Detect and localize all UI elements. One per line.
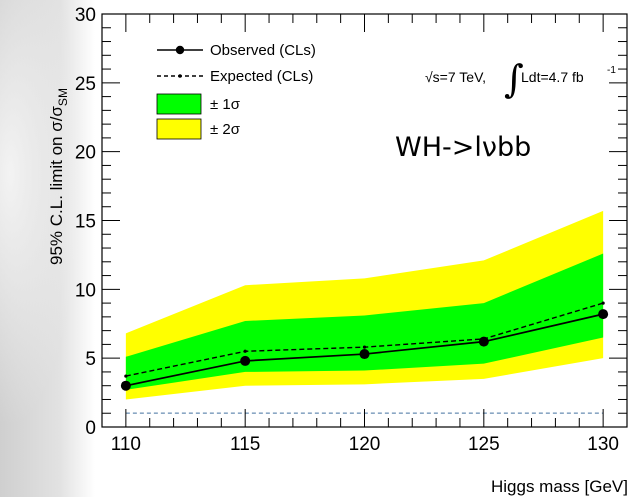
legend-expected-label: Expected (CLs)	[210, 68, 313, 85]
expected-point	[601, 301, 605, 305]
legend-1sigma-label: ± 1σ	[210, 96, 241, 113]
y-axis-title-group: 95% C.L. limit on σ/σSM	[47, 88, 70, 265]
y-tick-label: 20	[75, 143, 96, 164]
legend-2sigma-swatch	[156, 118, 202, 140]
y-tick-label: 15	[75, 212, 96, 233]
x-tick-label: 110	[111, 434, 141, 455]
expected-point	[124, 374, 128, 378]
expected-point	[243, 349, 247, 353]
y-axis-title: 95% C.L. limit on σ/σSM	[47, 88, 70, 265]
energy-label: √s=7 TeV,	[425, 69, 486, 85]
observed-point	[359, 349, 370, 360]
legend-2sigma-label: ± 2σ	[210, 121, 241, 138]
energy-lumi-annotation: √s=7 TeV, ∫ Ldt=4.7 fb -1	[425, 57, 616, 101]
x-tick-label: 120	[349, 434, 381, 455]
legend-1sigma-swatch	[156, 93, 202, 115]
x-tick-label: 130	[587, 434, 619, 455]
x-axis-title: Higgs mass [GeV]	[491, 477, 628, 496]
lumi-label: Ldt=4.7 fb	[521, 69, 584, 85]
integral-sign: ∫	[504, 57, 524, 101]
observed-point	[240, 355, 251, 366]
y-tick-label: 30	[75, 5, 96, 26]
y-tick-label: 10	[75, 280, 96, 301]
y-tick-label: 0	[85, 418, 96, 439]
expected-point	[362, 345, 367, 349]
lumi-exponent: -1	[607, 65, 616, 76]
x-tick-label: 125	[468, 434, 500, 455]
x-tick-label: 115	[230, 434, 260, 455]
y-tick-label: 25	[75, 74, 96, 95]
channel-annotation: WH->lνbb	[395, 132, 531, 163]
observed-point	[598, 309, 609, 320]
legend-observed-marker	[175, 45, 185, 55]
y-axis-title-sub: SM	[56, 88, 70, 106]
y-axis-title-main: 95% C.L. limit on σ/σ	[47, 106, 66, 265]
legend-expected-marker	[178, 74, 182, 78]
observed-point	[120, 380, 131, 391]
ticks-layer: 0 5 10 15 20 25 30 110 115 120 125 130	[75, 5, 628, 455]
observed-point	[478, 336, 489, 347]
band-1sigma	[125, 253, 604, 390]
legend-observed-label: Observed (CLs)	[210, 42, 316, 59]
slide-background-highlight	[0, 0, 100, 497]
legend: Observed (CLs) Expected (CLs) ± 1σ ± 2σ	[156, 42, 316, 140]
y-tick-label: 5	[85, 349, 96, 370]
